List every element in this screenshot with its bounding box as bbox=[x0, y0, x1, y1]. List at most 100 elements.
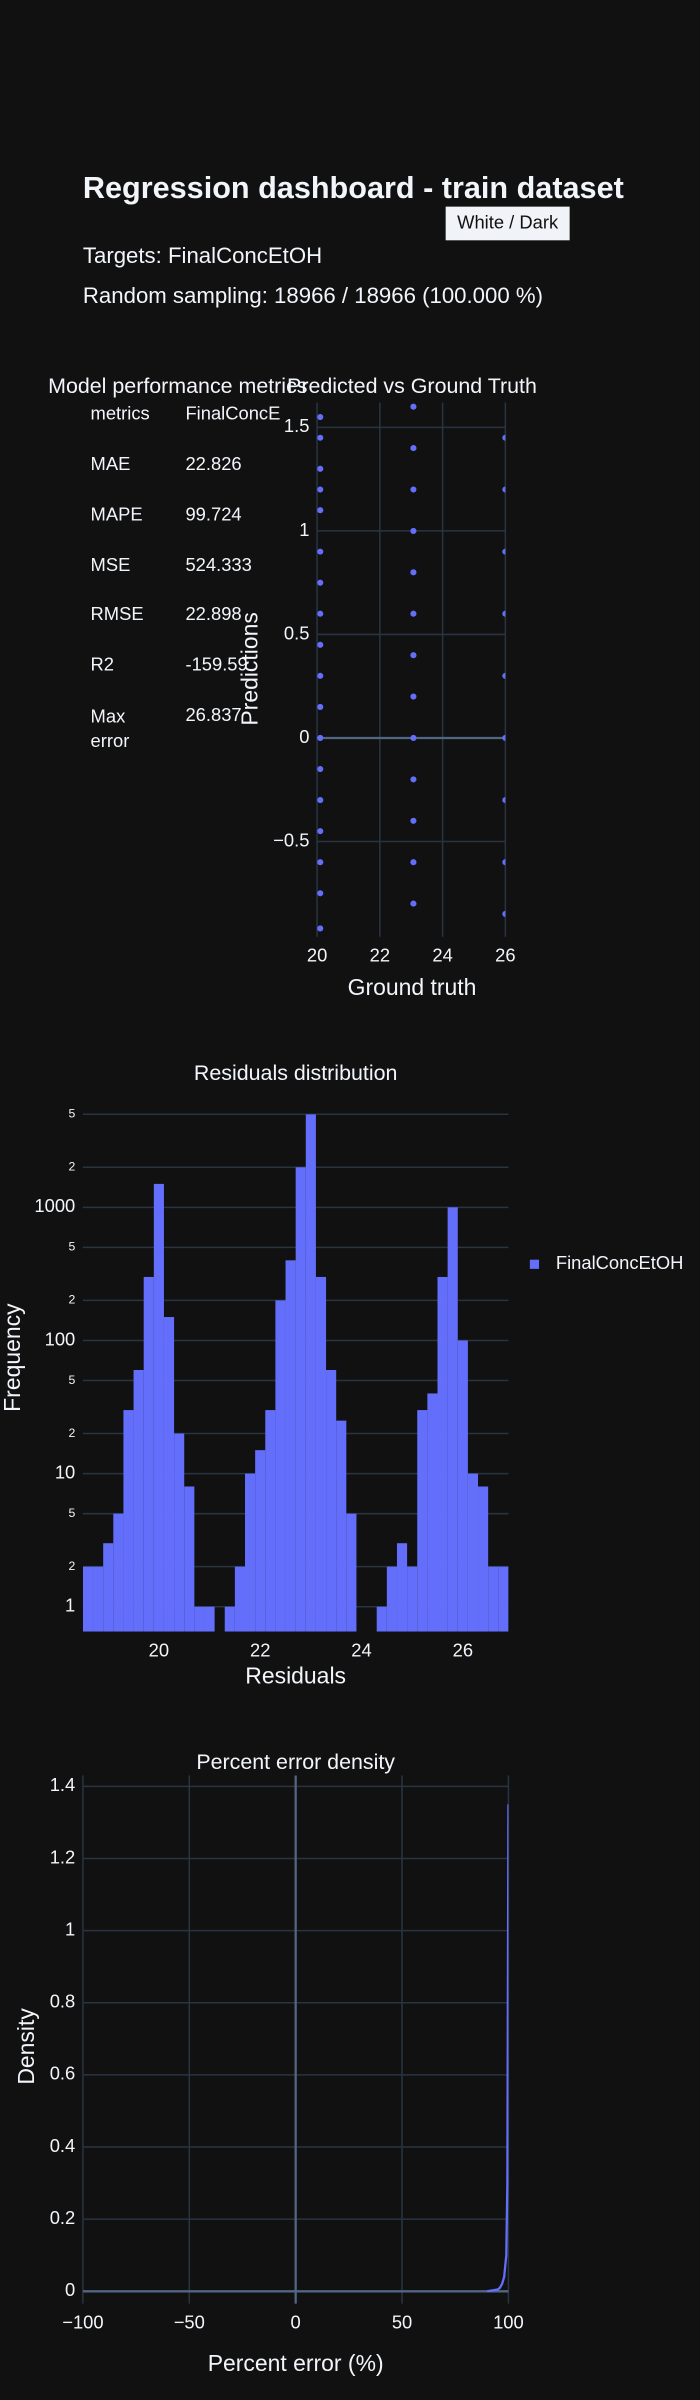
bar bbox=[457, 1340, 468, 1632]
marks bbox=[317, 403, 506, 932]
point bbox=[502, 797, 506, 804]
table-cell: 524.333 bbox=[185, 554, 251, 575]
point bbox=[317, 507, 324, 514]
sampling: Random sampling: 18966 / 18966 (100.000 … bbox=[83, 283, 543, 308]
y-tick-label: 100 bbox=[45, 1328, 76, 1349]
bar bbox=[275, 1300, 286, 1632]
point bbox=[317, 828, 324, 835]
point bbox=[502, 859, 506, 866]
bar bbox=[153, 1183, 164, 1632]
bar bbox=[143, 1276, 154, 1632]
y-axis-title: Predictions bbox=[236, 612, 262, 725]
bar bbox=[376, 1606, 387, 1632]
bar bbox=[245, 1473, 256, 1632]
table-cell: MSE bbox=[91, 554, 131, 575]
point bbox=[502, 734, 506, 742]
chart: Predicted vs Ground Truth Ground truth Pre… bbox=[236, 374, 537, 1000]
bar bbox=[315, 1276, 327, 1632]
bar bbox=[204, 1606, 215, 1632]
point bbox=[410, 859, 417, 866]
point bbox=[502, 486, 506, 493]
point bbox=[410, 610, 417, 617]
point bbox=[317, 797, 324, 804]
point bbox=[410, 734, 417, 742]
x-tick-label: 26 bbox=[495, 944, 515, 965]
bar bbox=[265, 1410, 276, 1632]
y-tick-label: 2 bbox=[68, 1426, 75, 1440]
bar bbox=[234, 1566, 246, 1632]
marks bbox=[82, 1114, 509, 1632]
bar bbox=[133, 1370, 144, 1632]
chart-title: Residuals distribution bbox=[194, 1061, 397, 1085]
point bbox=[317, 925, 324, 932]
bar bbox=[407, 1566, 418, 1632]
point bbox=[502, 610, 506, 617]
y-tick-label: 5 bbox=[68, 1373, 75, 1387]
y-tick-label: 0.6 bbox=[50, 2063, 76, 2084]
table-cell: 99.724 bbox=[185, 504, 241, 525]
table-cell: 22.826 bbox=[185, 453, 241, 474]
y-tick-label: 1.4 bbox=[50, 1774, 76, 1795]
button-label[interactable]: White / Dark bbox=[457, 211, 559, 232]
y-tick-label: −0.5 bbox=[273, 829, 309, 850]
y-tick-label: 0.5 bbox=[284, 622, 310, 643]
bar bbox=[285, 1260, 296, 1632]
bar bbox=[326, 1370, 337, 1632]
x-tick-label: 100 bbox=[493, 2311, 524, 2332]
y-tick-label: 0.8 bbox=[50, 1991, 76, 2012]
x-axis-title: Residuals bbox=[245, 1663, 346, 1689]
point bbox=[317, 434, 324, 441]
point bbox=[410, 403, 417, 410]
y-tick-label: 2 bbox=[68, 1559, 75, 1573]
point bbox=[317, 765, 324, 773]
bar bbox=[478, 1486, 489, 1632]
theme-button[interactable]: White / Dark bbox=[445, 206, 570, 241]
y-tick-label: 1.2 bbox=[50, 1846, 76, 1867]
y-tick-label: 0 bbox=[299, 726, 309, 747]
x-tick-label: 50 bbox=[392, 2311, 412, 2332]
bar bbox=[417, 1410, 428, 1632]
button-bg[interactable] bbox=[445, 206, 570, 241]
table-cell: Max error bbox=[90, 705, 130, 752]
point bbox=[410, 445, 417, 452]
bar bbox=[163, 1317, 175, 1632]
point bbox=[317, 859, 324, 866]
table-cell: 26.837 bbox=[185, 704, 241, 725]
x-tick-label: 0 bbox=[291, 2311, 301, 2332]
y-tick-label: 5 bbox=[68, 1240, 75, 1254]
x-tick-label: 26 bbox=[453, 1639, 473, 1660]
chart: Residuals distribution Residuals Frequency… bbox=[0, 1061, 683, 1688]
table-cell: R2 bbox=[91, 654, 114, 675]
x-tick-label: 22 bbox=[370, 944, 390, 965]
density-line bbox=[486, 1804, 509, 2293]
point bbox=[317, 641, 324, 648]
bar bbox=[447, 1207, 458, 1632]
point bbox=[410, 693, 417, 700]
y-tick-label: 2 bbox=[68, 1159, 75, 1173]
table-title: Model performance metrics bbox=[48, 374, 307, 398]
legend-label: FinalConcEtOH bbox=[556, 1252, 684, 1273]
bar bbox=[346, 1513, 357, 1632]
table-cell: MAPE bbox=[91, 504, 143, 525]
bar bbox=[174, 1433, 185, 1632]
chart-title: Percent error density bbox=[196, 1750, 395, 1774]
point bbox=[502, 434, 506, 441]
targets: Targets: FinalConcEtOH bbox=[83, 243, 322, 268]
point bbox=[410, 569, 417, 576]
bar bbox=[396, 1543, 408, 1632]
bar bbox=[305, 1114, 316, 1632]
table-header: FinalConcE bbox=[185, 403, 280, 424]
bar bbox=[113, 1513, 124, 1632]
table-cell: MAE bbox=[91, 453, 131, 474]
y-tick-label: 1.5 bbox=[284, 415, 310, 436]
bar bbox=[93, 1566, 104, 1632]
y-tick-label: 10 bbox=[55, 1461, 75, 1482]
bar bbox=[255, 1450, 266, 1632]
bar bbox=[437, 1276, 448, 1632]
point bbox=[410, 652, 417, 659]
point bbox=[317, 465, 324, 472]
bar bbox=[427, 1393, 438, 1632]
y-tick-label: 0.2 bbox=[50, 2207, 76, 2228]
bar bbox=[184, 1486, 195, 1632]
